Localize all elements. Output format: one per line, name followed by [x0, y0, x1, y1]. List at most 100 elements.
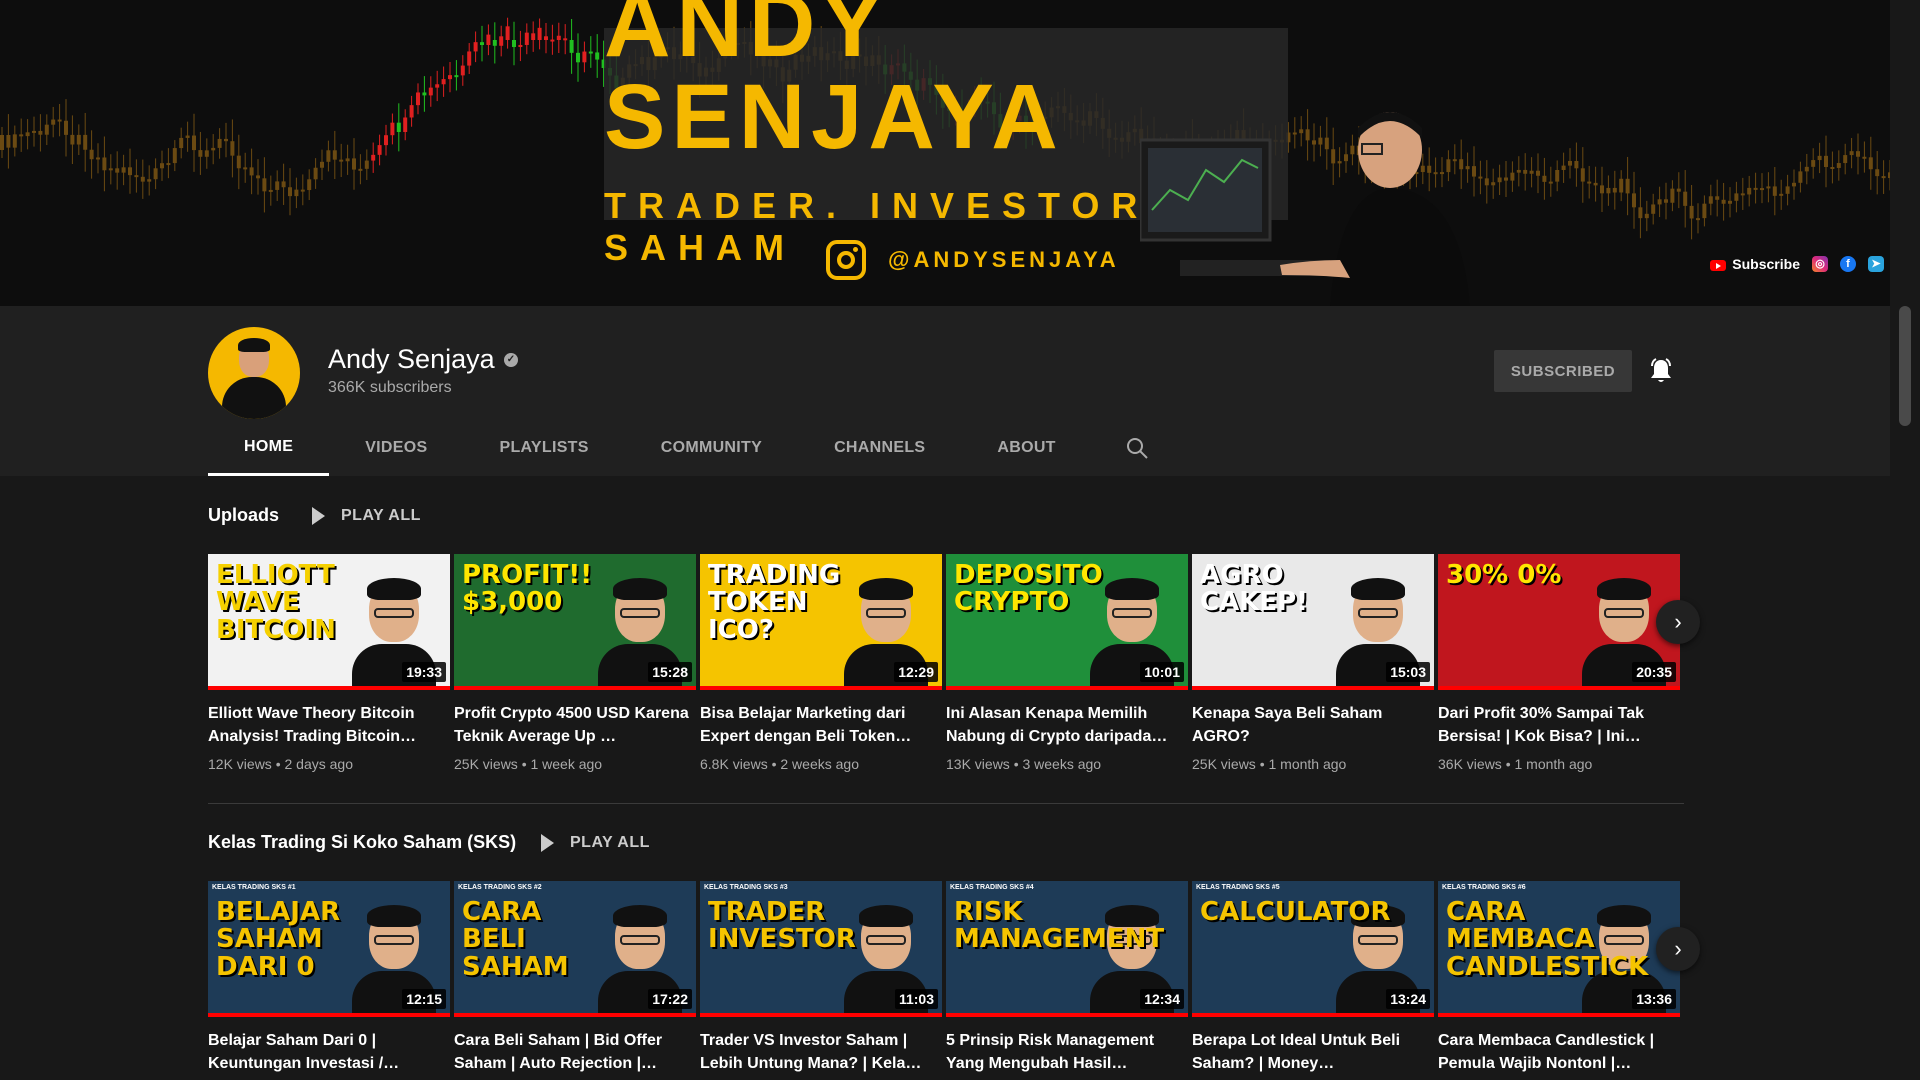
video-thumbnail[interactable]: TRADING TOKEN ICO? 12:29 [700, 554, 942, 690]
watch-progress-bar [1192, 686, 1434, 690]
playlist-section-title[interactable]: Kelas Trading Si Koko Saham (SKS) [208, 832, 517, 852]
banner-title: ANDY SENJAYA [604, 0, 1064, 168]
video-title[interactable]: Dari Profit 30% Sampai Tak Bersisa! | Ko… [1438, 705, 1644, 745]
subscribed-button[interactable]: SUBSCRIBED [1494, 350, 1632, 392]
video-meta: 25K views • 1 week ago [454, 756, 603, 772]
watch-progress-bar [208, 1013, 450, 1017]
video-card[interactable]: KELAS TRADING SKS #3 TRADER INVESTOR 11:03… [700, 881, 942, 1075]
video-meta: 25K views • 1 month ago [1192, 756, 1347, 772]
instagram-icon [826, 240, 866, 280]
presenter-face-image [844, 903, 928, 1015]
video-duration: 10:01 [1140, 662, 1184, 682]
search-icon[interactable] [1126, 437, 1148, 459]
watch-progress-bar [1192, 1013, 1434, 1017]
video-card[interactable]: KELAS TRADING SKS #2 CARA BELI SAHAM 17:22… [454, 881, 696, 1075]
thumbnail-text: CALCULATOR [1200, 897, 1391, 927]
video-duration: 19:33 [402, 662, 446, 682]
video-title[interactable]: 5 Prinsip Risk Management Yang Mengubah … [946, 1032, 1155, 1072]
video-title[interactable]: Elliott Wave Theory Bitcoin Analysis! Tr… [208, 705, 417, 745]
video-title[interactable]: Kenapa Saya Beli Saham AGRO? [1192, 705, 1383, 745]
video-duration: 12:29 [894, 662, 938, 682]
telegram-icon[interactable]: ➤ [1868, 256, 1884, 272]
watch-progress-bar [700, 1013, 942, 1017]
video-card[interactable]: AGRO CAKEP! 15:03 Kenapa Saya Beli Saham A… [1192, 554, 1434, 772]
video-title[interactable]: Profit Crypto 4500 USD Karena Teknik Ave… [454, 705, 689, 745]
chevron-right-icon: › [1674, 936, 1682, 961]
watch-progress-bar [700, 686, 942, 690]
video-title[interactable]: Cara Beli Saham | Bid Offer Saham | Auto… [454, 1032, 663, 1072]
series-tag: KELAS TRADING SKS #6 [1442, 884, 1526, 891]
watch-progress-bar [454, 1013, 696, 1017]
series-tag: KELAS TRADING SKS #3 [704, 884, 788, 891]
video-card[interactable]: TRADING TOKEN ICO? 12:29 Bisa Belajar Mark… [700, 554, 942, 772]
trader-at-computer-image [1140, 112, 1470, 306]
video-card[interactable]: KELAS TRADING SKS #4 RISK MANAGEMENT 12:34… [946, 881, 1188, 1075]
presenter-face-image [1090, 576, 1174, 688]
facebook-icon[interactable]: f [1840, 256, 1856, 272]
video-duration: 20:35 [1632, 662, 1676, 682]
play-all-label: PLAY ALL [341, 507, 421, 524]
video-title[interactable]: Bisa Belajar Marketing dari Expert denga… [700, 705, 912, 745]
banner-links: Subscribe ◎ f ➤ [1710, 256, 1884, 272]
video-title[interactable]: Cara Membaca Candlestick | Pemula Wajib … [1438, 1032, 1655, 1072]
video-card[interactable]: KELAS TRADING SKS #1 BELAJAR SAHAM DARI 0… [208, 881, 450, 1075]
video-card[interactable]: PROFIT!! $3,000 15:28 Profit Crypto 4500 U… [454, 554, 696, 772]
video-card[interactable]: 30% 0% 20:35 Dari Profit 30% Sampai Tak Be… [1438, 554, 1680, 772]
video-thumbnail[interactable]: KELAS TRADING SKS #4 RISK MANAGEMENT 12:34 [946, 881, 1188, 1017]
uploads-section-title[interactable]: Uploads [208, 505, 280, 525]
video-thumbnail[interactable]: 30% 0% 20:35 [1438, 554, 1680, 690]
video-title[interactable]: Belajar Saham Dari 0 | Keuntungan Invest… [208, 1032, 400, 1072]
tab-community[interactable]: COMMUNITY [660, 439, 763, 456]
video-thumbnail[interactable]: DEPOSITO CRYPTO 10:01 [946, 554, 1188, 690]
video-meta: 36K views • 1 month ago [1438, 756, 1593, 772]
thumbnail-text: TRADER INVESTOR [708, 897, 856, 955]
video-card[interactable]: KELAS TRADING SKS #5 CALCULATOR 13:24 Berap… [1192, 881, 1434, 1075]
channel-name: Andy Senjaya [328, 344, 495, 374]
video-thumbnail[interactable]: KELAS TRADING SKS #1 BELAJAR SAHAM DARI 0… [208, 881, 450, 1017]
video-thumbnail[interactable]: KELAS TRADING SKS #3 TRADER INVESTOR 11:03 [700, 881, 942, 1017]
video-thumbnail[interactable]: KELAS TRADING SKS #2 CARA BELI SAHAM 17:22 [454, 881, 696, 1017]
series-tag: KELAS TRADING SKS #5 [1196, 884, 1280, 891]
watch-progress-bar [946, 686, 1188, 690]
play-icon [312, 507, 325, 525]
tab-channels[interactable]: CHANNELS [834, 439, 926, 456]
watch-progress-bar [1438, 686, 1680, 690]
play-icon [541, 834, 554, 852]
video-thumbnail[interactable]: KELAS TRADING SKS #5 CALCULATOR 13:24 [1192, 881, 1434, 1017]
chevron-right-icon: › [1674, 609, 1682, 634]
thumbnail-text: TRADING TOKEN ICO? [708, 560, 841, 645]
playlist-next-button[interactable]: › [1656, 927, 1700, 971]
video-card[interactable]: ELLIOTT WAVE BITCOIN 19:33 Elliott Wave Th… [208, 554, 450, 772]
uploads-row: ELLIOTT WAVE BITCOIN 19:33 Elliott Wave Th… [208, 554, 1680, 772]
scrollbar[interactable] [1890, 0, 1920, 1080]
tab-home[interactable]: HOME [208, 420, 330, 476]
notification-bell-icon[interactable] [1650, 358, 1672, 384]
presenter-face-image [598, 576, 682, 688]
uploads-play-all-button[interactable]: PLAY ALL [312, 507, 421, 525]
banner-subscribe-link[interactable]: Subscribe [1710, 256, 1800, 272]
video-title[interactable]: Trader VS Investor Saham | Lebih Untung … [700, 1032, 922, 1072]
video-card[interactable]: DEPOSITO CRYPTO 10:01 Ini Alasan Kenapa Me… [946, 554, 1188, 772]
subscribe-link-label: Subscribe [1732, 256, 1800, 272]
thumbnail-text: AGRO CAKEP! [1200, 560, 1309, 618]
tab-videos[interactable]: VIDEOS [365, 439, 428, 456]
video-title[interactable]: Berapa Lot Ideal Untuk Beli Saham? | Mon… [1192, 1032, 1401, 1072]
uploads-next-button[interactable]: › [1656, 600, 1700, 644]
playlist-play-all-button[interactable]: PLAY ALL [541, 834, 650, 852]
play-all-label: PLAY ALL [570, 834, 650, 851]
instagram-icon[interactable]: ◎ [1812, 256, 1828, 272]
video-thumbnail[interactable]: AGRO CAKEP! 15:03 [1192, 554, 1434, 690]
channel-avatar[interactable] [208, 327, 300, 419]
thumbnail-text: BELAJAR SAHAM DARI 0 [216, 897, 341, 982]
video-card[interactable]: KELAS TRADING SKS #6 CARA MEMBACA CANDLES… [1438, 881, 1680, 1075]
tab-about[interactable]: ABOUT [997, 439, 1056, 456]
tab-playlists[interactable]: PLAYLISTS [499, 439, 589, 456]
verified-badge-icon: ✓ [504, 353, 518, 367]
video-meta: 12K views • 2 days ago [208, 756, 353, 772]
video-thumbnail[interactable]: PROFIT!! $3,000 15:28 [454, 554, 696, 690]
video-title[interactable]: Ini Alasan Kenapa Memilih Nabung di Cryp… [946, 705, 1168, 745]
video-duration: 17:22 [648, 989, 692, 1009]
video-thumbnail[interactable]: ELLIOTT WAVE BITCOIN 19:33 [208, 554, 450, 690]
video-thumbnail[interactable]: KELAS TRADING SKS #6 CARA MEMBACA CANDLES… [1438, 881, 1680, 1017]
thumbnail-text: CARA MEMBACA CANDLESTICK [1446, 897, 1649, 982]
